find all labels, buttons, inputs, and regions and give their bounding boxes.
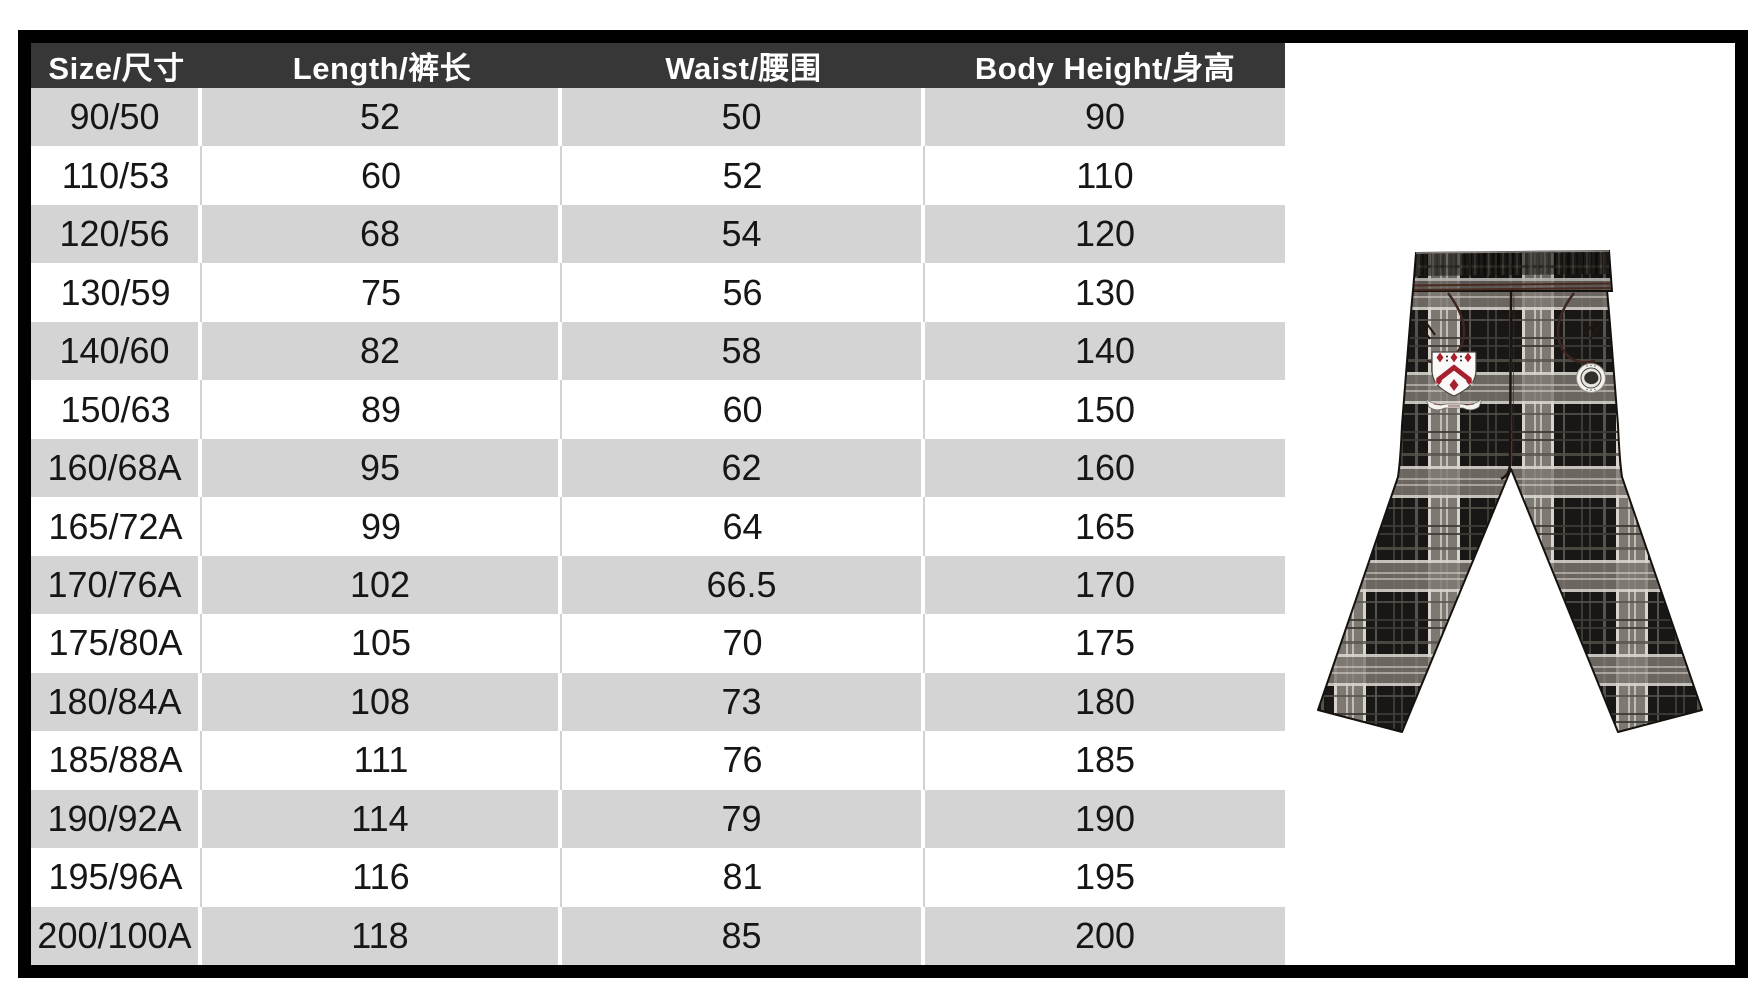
column-header-size: Size/尺寸 — [48, 51, 185, 86]
waist-cell: 52 — [562, 146, 925, 205]
waist-cell: 81 — [562, 848, 925, 907]
waist-cell: 56 — [562, 263, 925, 322]
length-cell: 52 — [202, 88, 562, 147]
table-row: 185/88A 111 76 185 — [31, 731, 1285, 790]
size-cell: 160/68A — [31, 438, 202, 498]
table-row: 195/96A 116 81 195 — [31, 848, 1285, 907]
size-cell: 165/72A — [31, 497, 202, 556]
waist-cell: 85 — [562, 906, 925, 966]
size-cell: 130/59 — [31, 263, 202, 322]
round-badge-icon — [1576, 363, 1606, 393]
right-pocket-bartack — [1584, 320, 1601, 340]
height-cell: 175 — [925, 614, 1285, 673]
waist-cell: 50 — [562, 88, 925, 147]
size-cell: 150/63 — [31, 380, 202, 439]
size-table: Size/尺寸 Length/裤长 Waist/腰围 Body Height/身… — [31, 43, 1285, 966]
waistband — [1411, 249, 1614, 292]
table-row: 110/53 60 52 110 — [31, 146, 1285, 205]
waist-cell: 62 — [562, 438, 925, 498]
size-cell: 180/84A — [31, 672, 202, 732]
column-header-height: Body Height/身高 — [974, 51, 1236, 86]
size-cell: 185/88A — [31, 731, 202, 790]
table-row: 165/72A 99 64 165 — [31, 497, 1285, 556]
height-cell: 130 — [925, 263, 1285, 322]
size-cell: 110/53 — [31, 146, 202, 205]
table-row: 150/63 89 60 150 — [31, 380, 1285, 439]
height-cell: 165 — [925, 497, 1285, 556]
column-header-length: Length/裤长 — [292, 51, 472, 86]
size-cell: 170/76A — [31, 555, 202, 615]
length-cell: 95 — [202, 438, 562, 498]
length-cell: 105 — [202, 614, 562, 673]
length-cell: 75 — [202, 263, 562, 322]
height-cell: 200 — [925, 906, 1285, 966]
length-cell: 82 — [202, 321, 562, 381]
size-cell: 195/96A — [31, 848, 202, 907]
size-cell: 175/80A — [31, 614, 202, 673]
height-cell: 120 — [925, 204, 1285, 264]
waist-cell: 73 — [562, 672, 925, 732]
waist-cell: 79 — [562, 789, 925, 849]
waist-cell: 54 — [562, 204, 925, 264]
table-row: 180/84A 108 73 180 — [31, 672, 1285, 732]
pants-body — [1317, 289, 1703, 733]
length-cell: 68 — [202, 204, 562, 264]
black-frame-border: Size/尺寸 Length/裤长 Waist/腰围 Body Height/身… — [18, 30, 1748, 978]
table-row: 120/56 68 54 120 — [31, 204, 1285, 264]
waist-seam-stitch — [1413, 282, 1612, 287]
height-cell: 160 — [925, 438, 1285, 498]
length-cell: 114 — [202, 789, 562, 849]
height-cell: 185 — [925, 731, 1285, 790]
waist-cell: 60 — [562, 380, 925, 439]
size-cell: 90/50 — [31, 88, 202, 147]
length-cell: 116 — [202, 848, 562, 907]
table-row: 90/50 52 50 90 — [31, 88, 1285, 147]
crest-badge-icon — [1425, 351, 1483, 411]
height-cell: 180 — [925, 672, 1285, 732]
height-cell: 195 — [925, 848, 1285, 907]
length-cell: 102 — [202, 555, 562, 615]
table-row: 140/60 82 58 140 — [31, 321, 1285, 381]
table-row: 200/100A 118 85 200 — [31, 906, 1285, 966]
column-header-waist: Waist/腰围 — [665, 51, 822, 86]
right-pocket-seam — [1556, 292, 1596, 364]
height-cell: 190 — [925, 789, 1285, 849]
table-row: 130/59 75 56 130 — [31, 263, 1285, 322]
waist-cell: 66.5 — [562, 555, 925, 615]
fly-seam — [1500, 291, 1515, 481]
height-cell: 150 — [925, 380, 1285, 439]
waist-cell: 70 — [562, 614, 925, 673]
left-pocket-bartack — [1419, 320, 1436, 340]
waist-cell: 76 — [562, 731, 925, 790]
product-image-pane — [1285, 43, 1735, 965]
waist-cell: 64 — [562, 497, 925, 556]
length-cell: 60 — [202, 146, 562, 205]
waist-cell: 58 — [562, 321, 925, 381]
length-cell: 111 — [202, 731, 562, 790]
table-header-row: Size/尺寸 Length/裤长 Waist/腰围 Body Height/身… — [31, 43, 1285, 88]
height-cell: 170 — [925, 555, 1285, 615]
size-cell: 200/100A — [31, 906, 202, 966]
height-cell: 110 — [925, 146, 1285, 205]
length-cell: 108 — [202, 672, 562, 732]
length-cell: 118 — [202, 906, 562, 966]
table-row: 190/92A 114 79 190 — [31, 789, 1285, 849]
table-row: 170/76A 102 66.5 170 — [31, 555, 1285, 615]
waist-seam-stitch — [1413, 287, 1612, 291]
table-row: 175/80A 105 70 175 — [31, 614, 1285, 673]
length-cell: 99 — [202, 497, 562, 556]
size-cell: 190/92A — [31, 789, 202, 849]
table-row: 160/68A 95 62 160 — [31, 438, 1285, 498]
size-cell: 140/60 — [31, 321, 202, 381]
size-cell: 120/56 — [31, 204, 202, 264]
plaid-pants-illustration — [1317, 249, 1703, 733]
height-cell: 90 — [925, 88, 1285, 147]
height-cell: 140 — [925, 321, 1285, 381]
length-cell: 89 — [202, 380, 562, 439]
